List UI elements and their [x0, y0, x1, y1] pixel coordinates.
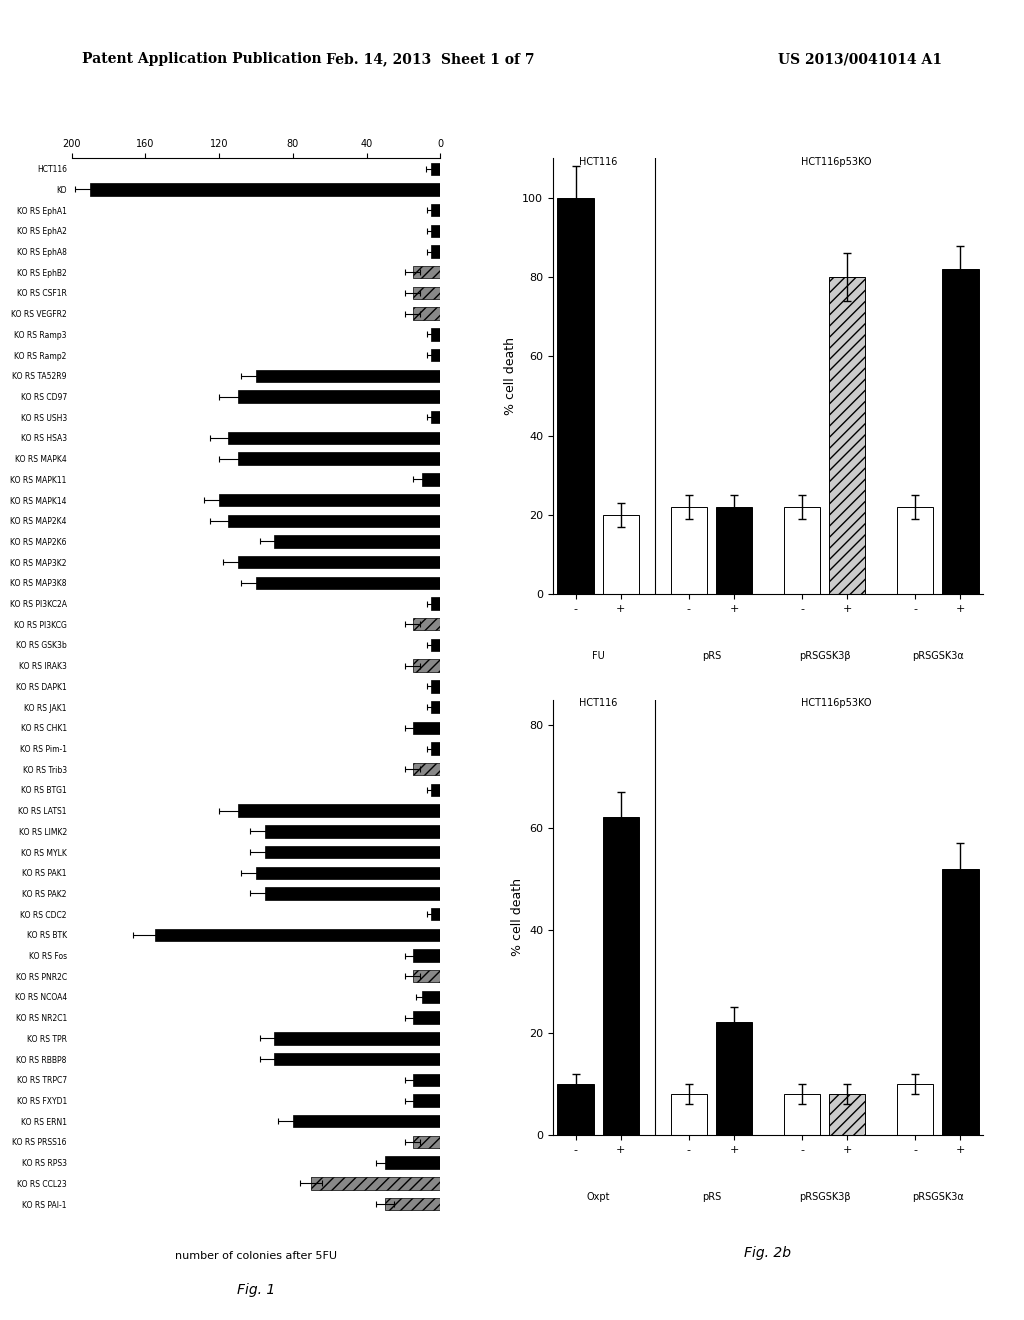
Bar [413, 949, 440, 962]
Bar [557, 198, 594, 594]
Bar [256, 577, 440, 589]
Bar [238, 556, 440, 569]
Text: Fig. 2b: Fig. 2b [744, 1246, 792, 1261]
Bar [942, 869, 979, 1135]
Bar [413, 308, 440, 319]
Bar [293, 1115, 440, 1127]
Bar [238, 391, 440, 403]
Bar [422, 473, 440, 486]
Y-axis label: % cell death: % cell death [504, 337, 517, 416]
Bar [431, 348, 440, 362]
Bar [413, 660, 440, 672]
Bar [431, 411, 440, 424]
Bar [238, 804, 440, 817]
Text: pRS: pRS [701, 1192, 721, 1201]
Bar [671, 1094, 707, 1135]
Bar [431, 639, 440, 651]
Bar [716, 1023, 753, 1135]
Bar [413, 722, 440, 734]
Bar [431, 205, 440, 216]
Text: pRSGSK3β: pRSGSK3β [799, 651, 850, 660]
Text: number of colonies after 5FU: number of colonies after 5FU [175, 1251, 337, 1262]
Text: Patent Application Publication: Patent Application Publication [82, 53, 322, 66]
Bar [431, 701, 440, 713]
Bar [829, 1094, 865, 1135]
Bar [431, 908, 440, 920]
Bar [274, 1032, 440, 1044]
Text: pRS: pRS [701, 651, 721, 660]
Bar [603, 817, 639, 1135]
Bar [431, 598, 440, 610]
Text: pRSGSK3α: pRSGSK3α [912, 651, 964, 660]
Bar [897, 1084, 933, 1135]
Bar [311, 1177, 440, 1189]
Bar [431, 784, 440, 796]
Bar [413, 763, 440, 775]
Bar [274, 1053, 440, 1065]
Bar [413, 286, 440, 300]
Bar [413, 267, 440, 279]
Bar [422, 991, 440, 1003]
Text: US 2013/0041014 A1: US 2013/0041014 A1 [778, 53, 942, 66]
Bar [431, 224, 440, 238]
Bar [557, 1084, 594, 1135]
Text: Oxpt: Oxpt [587, 1192, 610, 1201]
Bar [238, 453, 440, 465]
Text: HCT116: HCT116 [579, 698, 617, 709]
Bar [942, 269, 979, 594]
Bar [829, 277, 865, 594]
Bar [783, 1094, 820, 1135]
Bar [228, 515, 440, 527]
Bar [671, 507, 707, 594]
Bar [431, 680, 440, 693]
Text: pRSGSK3β: pRSGSK3β [799, 1192, 850, 1201]
Bar [256, 370, 440, 381]
Bar [431, 329, 440, 341]
Bar [274, 535, 440, 548]
Bar [413, 970, 440, 982]
Text: Fig. 1: Fig. 1 [237, 1283, 275, 1298]
Bar [431, 246, 440, 257]
Bar [431, 162, 440, 176]
Bar [413, 1011, 440, 1024]
Bar [716, 507, 753, 594]
Text: Fig. 2a: Fig. 2a [744, 705, 792, 719]
Bar [413, 618, 440, 631]
Text: HCT116p53KO: HCT116p53KO [801, 698, 871, 709]
Bar [265, 846, 440, 858]
Bar [603, 515, 639, 594]
Bar [897, 507, 933, 594]
Text: HCT116: HCT116 [579, 157, 617, 168]
Bar [265, 887, 440, 900]
Y-axis label: % cell death: % cell death [511, 878, 523, 957]
Bar [155, 929, 440, 941]
Bar [385, 1197, 440, 1210]
Bar [413, 1135, 440, 1148]
Bar [385, 1156, 440, 1168]
Bar [783, 507, 820, 594]
Bar [256, 866, 440, 879]
Bar [413, 1073, 440, 1086]
Bar [228, 432, 440, 444]
Bar [413, 1094, 440, 1106]
Text: pRSGSK3α: pRSGSK3α [912, 1192, 964, 1201]
Bar [90, 183, 440, 195]
Text: Feb. 14, 2013  Sheet 1 of 7: Feb. 14, 2013 Sheet 1 of 7 [326, 53, 535, 66]
Bar [265, 825, 440, 838]
Bar [219, 494, 440, 507]
Bar [431, 742, 440, 755]
Text: FU: FU [592, 651, 604, 660]
Text: HCT116p53KO: HCT116p53KO [801, 157, 871, 168]
